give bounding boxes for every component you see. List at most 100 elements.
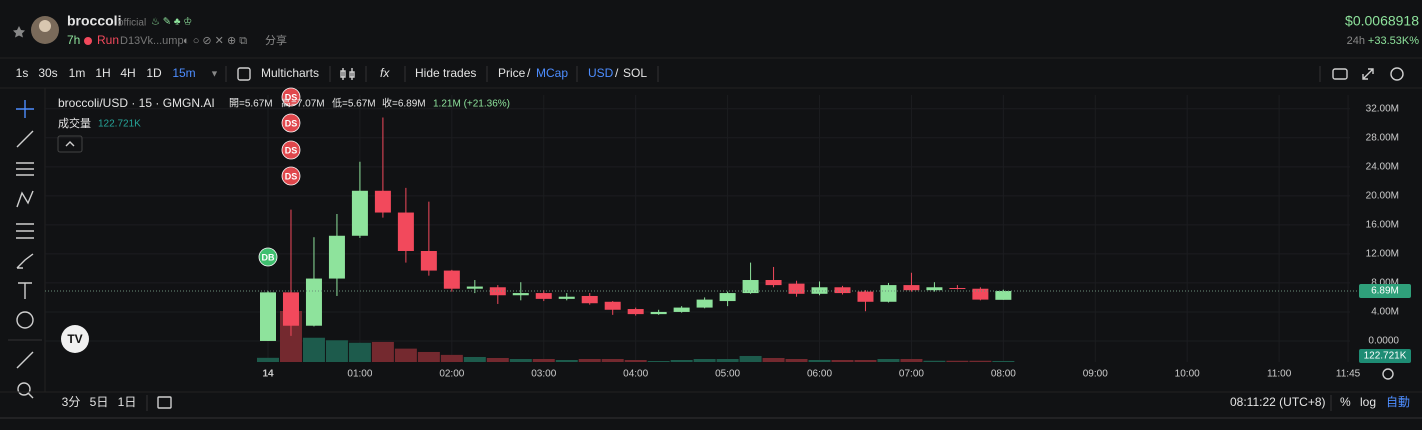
trade-marker-label: DS [285, 145, 298, 155]
candle-body [627, 309, 644, 315]
collapse-icon [65, 141, 75, 147]
change-legend: 1.21M (+21.36%) [433, 99, 510, 110]
tv-logo[interactable] [61, 325, 89, 353]
favorite-icon[interactable] [13, 26, 25, 38]
interval[interactable]: 4H [120, 66, 135, 80]
price-toggle[interactable]: Price [498, 66, 526, 80]
percent-toggle[interactable]: % [1340, 395, 1351, 409]
interval[interactable]: 1m [69, 66, 86, 80]
change-period: 24h [1347, 35, 1365, 47]
settings-icon[interactable] [1390, 67, 1404, 81]
measure-tool[interactable] [16, 351, 34, 369]
volume-bar [394, 348, 417, 362]
x-tick-label: 07:00 [899, 369, 924, 380]
interval-dropdown[interactable]: ▼ [210, 68, 219, 78]
interval[interactable]: 1H [95, 66, 110, 80]
volume-bar [762, 357, 785, 362]
fib-tool[interactable] [16, 162, 34, 176]
candle-body [282, 292, 299, 326]
candle-body [673, 307, 690, 312]
volume-bar [371, 341, 394, 362]
tag-icons: ♨ ✎ ♣ ♔ [151, 17, 192, 28]
trade-marker-label: DS [285, 171, 298, 181]
candle-body [305, 278, 322, 326]
social-icons[interactable]: ◐ ○ ⊘ ✕ ⊕ ⧉ [183, 35, 247, 47]
volume-bar [992, 360, 1015, 362]
date-range-icon[interactable] [157, 396, 172, 409]
trade-marker[interactable] [281, 87, 301, 107]
candle-body [466, 286, 483, 289]
auto-toggle[interactable]: 自動 [1386, 395, 1410, 409]
last-price-tag [1359, 283, 1411, 298]
pattern-tool[interactable] [16, 190, 34, 208]
y-tick-label: 8.00M [1371, 278, 1399, 289]
zoom-tool[interactable] [17, 382, 31, 396]
candle-body [788, 283, 805, 294]
x-tick-label: 14 [262, 369, 274, 380]
interval[interactable]: 30s [38, 66, 57, 80]
share[interactable]: 分享 [265, 33, 287, 47]
collapse-button[interactable] [57, 135, 83, 153]
interval[interactable]: 15m [172, 66, 195, 80]
x-tick-label: 06:00 [807, 369, 832, 380]
sol-toggle[interactable]: SOL [623, 66, 647, 80]
x-tick-label: 11:00 [1267, 369, 1292, 380]
volume-bar [325, 340, 348, 362]
candle-body [857, 291, 874, 302]
brush-tool[interactable] [16, 253, 34, 269]
open-legend: 開=5.67M [229, 98, 273, 110]
volume-bar [509, 358, 532, 362]
text-tool[interactable] [18, 282, 32, 299]
range-button[interactable]: 1日 [118, 395, 137, 409]
multicharts[interactable]: Multicharts [261, 66, 319, 80]
projection-tool[interactable] [16, 223, 34, 239]
x-tick-label: 03:00 [531, 369, 556, 380]
y-tick-label: 4.00M [1371, 307, 1399, 318]
fullscreen-icon[interactable] [1362, 68, 1374, 80]
hide-trades[interactable]: Hide trades [415, 66, 476, 80]
candle-body [903, 285, 920, 291]
drawing-tools [8, 100, 42, 399]
screenshot-icon[interactable] [1332, 68, 1348, 80]
trade-marker[interactable] [281, 113, 301, 133]
low-legend: 低=5.67M [332, 97, 376, 110]
avatar-face [39, 20, 51, 32]
close-legend: 收=6.89M [382, 97, 426, 110]
candle-body [420, 250, 437, 271]
usd-toggle[interactable]: USD [588, 66, 614, 80]
trade-marker[interactable] [258, 247, 278, 267]
candle-body [719, 293, 736, 302]
volume-bar [693, 358, 716, 362]
volume-bar [601, 358, 624, 362]
trade-marker[interactable] [281, 166, 301, 186]
x-tick-label: 11:45 [1336, 369, 1361, 380]
mcap-toggle[interactable]: MCap [536, 66, 568, 80]
axis-settings-icon[interactable] [1382, 368, 1394, 380]
candle-type-icon[interactable] [340, 68, 355, 80]
candle-body [650, 311, 667, 315]
interval[interactable]: 1s [16, 66, 29, 80]
volume-label: 122.721K [1364, 351, 1407, 362]
y-tick-label: 16.00M [1366, 220, 1399, 231]
symbol-legend: broccoli/USD · 15 · GMGN.AI [58, 96, 215, 110]
candle-body [880, 285, 897, 302]
range-button[interactable]: 5日 [90, 395, 109, 409]
log-toggle[interactable]: log [1360, 395, 1376, 409]
crosshair-tool[interactable] [16, 100, 34, 118]
run: Run [97, 33, 119, 47]
clock: 08:11:22 (UTC+8) [1230, 395, 1326, 409]
volume-bar [486, 357, 509, 362]
range-button[interactable]: 3分 [62, 395, 81, 409]
last-price-label: 6.89M [1371, 286, 1399, 297]
candle-body [535, 293, 552, 299]
interval[interactable]: 1D [146, 66, 162, 80]
footer: 08:11:22 (UTC+8) % log 自動 3分 5日 1日 [62, 395, 1410, 411]
indicators-icon[interactable]: fx [380, 66, 390, 80]
emoji-tool[interactable] [16, 311, 34, 329]
address[interactable]: D13Vk...ump [120, 35, 184, 47]
candle-body [604, 301, 621, 310]
line-tool[interactable] [16, 130, 34, 148]
separator-slash: / [527, 66, 531, 80]
trade-marker[interactable] [281, 140, 301, 160]
